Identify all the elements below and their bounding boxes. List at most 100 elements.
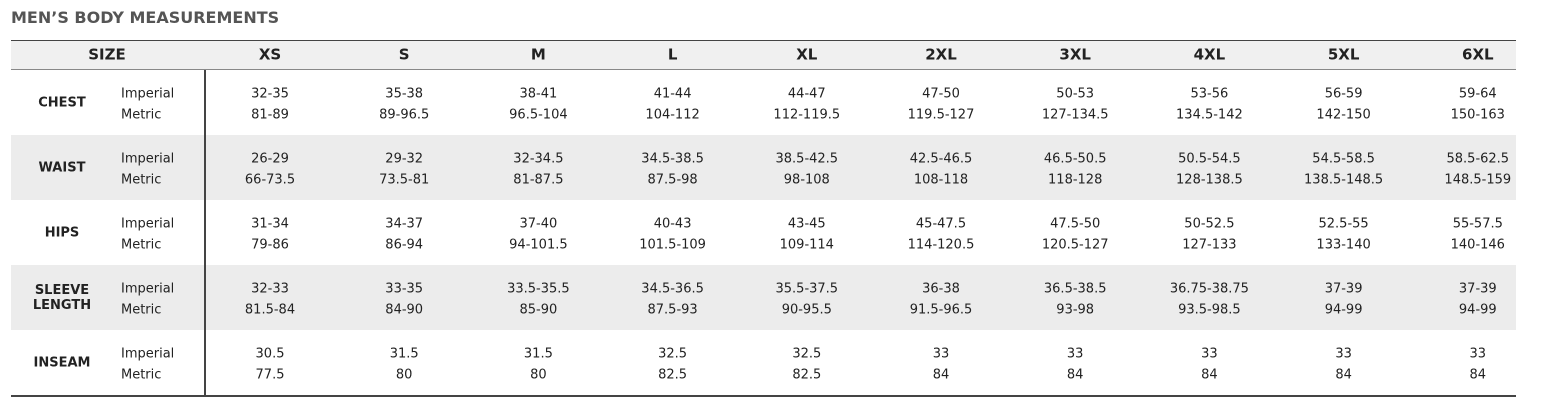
metric-value: 80 — [530, 367, 547, 383]
metric-value: 85-90 — [519, 302, 558, 318]
metric-value: 127-134.5 — [1041, 107, 1109, 123]
unit-label: Imperial — [121, 346, 175, 362]
imperial-value: 38-41 — [519, 86, 558, 102]
unit-label: Imperial — [121, 151, 175, 167]
imperial-value: 50-52.5 — [1184, 216, 1235, 232]
imperial-value: 33 — [932, 346, 950, 362]
imperial-value: 33 — [1469, 346, 1487, 362]
metric-value: 150-163 — [1450, 107, 1505, 123]
size-label: S — [398, 45, 410, 64]
size-label: L — [667, 45, 678, 64]
page-title: MEN’S BODY MEASUREMENTS — [11, 8, 280, 27]
imperial-value: 46.5-50.5 — [1043, 151, 1107, 167]
imperial-value: 34.5-38.5 — [641, 151, 704, 167]
row-background — [11, 135, 1516, 200]
metric-value: 119.5-127 — [907, 107, 975, 123]
metric-value: 81-87.5 — [513, 172, 564, 188]
metric-value: 86-94 — [385, 237, 424, 253]
table-bottom — [11, 395, 1516, 397]
imperial-value: 37-39 — [1458, 281, 1497, 297]
imperial-value: 34-37 — [385, 216, 424, 232]
size-label: 2XL — [925, 45, 957, 64]
metric-value: 127-133 — [1182, 237, 1237, 253]
imperial-value: 36-38 — [922, 281, 960, 297]
measure-label: CHEST — [38, 95, 86, 111]
metric-value: 89-96.5 — [379, 107, 430, 123]
imperial-value: 47-50 — [922, 86, 960, 102]
metric-value: 84 — [1066, 367, 1084, 383]
imperial-value: 54.5-58.5 — [1312, 151, 1375, 167]
measure-label: HIPS — [44, 225, 80, 241]
metric-value: 140-146 — [1450, 237, 1505, 253]
metric-value: 77.5 — [255, 367, 285, 383]
imperial-value: 33 — [1201, 346, 1218, 362]
metric-value: 90-95.5 — [781, 302, 832, 318]
metric-value: 93.5-98.5 — [1178, 302, 1241, 318]
unit-label: Metric — [121, 237, 162, 253]
imperial-value: 34.5-36.5 — [641, 281, 704, 297]
imperial-value: 41-44 — [653, 86, 692, 102]
row-background — [11, 265, 1516, 330]
imperial-value: 45-47.5 — [915, 216, 967, 232]
imperial-value: 29-32 — [385, 151, 424, 167]
metric-value: 87.5-98 — [647, 172, 698, 188]
imperial-value: 35-38 — [385, 86, 424, 102]
metric-value: 82.5 — [792, 367, 822, 383]
imperial-value: 32.5 — [792, 346, 822, 362]
imperial-value: 37-39 — [1324, 281, 1363, 297]
metric-value: 118-128 — [1048, 172, 1103, 188]
metric-value: 128-138.5 — [1176, 172, 1243, 188]
imperial-value: 47.5-50 — [1050, 216, 1101, 232]
imperial-value: 42.5-46.5 — [909, 151, 973, 167]
imperial-value: 38.5-42.5 — [775, 151, 839, 167]
metric-value: 148.5-159 — [1444, 172, 1512, 188]
size-label: 3XL — [1059, 45, 1091, 64]
metric-value: 91.5-96.5 — [909, 302, 973, 318]
divider — [204, 70, 206, 395]
metric-value: 133-140 — [1316, 237, 1371, 253]
imperial-value: 33-35 — [385, 281, 424, 297]
imperial-value: 44-47 — [787, 86, 826, 102]
size-label: 4XL — [1193, 45, 1226, 64]
unit-label: Imperial — [121, 216, 175, 232]
unit-label: Imperial — [121, 281, 175, 297]
imperial-value: 52.5-55 — [1318, 216, 1369, 232]
imperial-value: 50.5-54.5 — [1178, 151, 1241, 167]
metric-value: 81.5-84 — [244, 302, 296, 318]
metric-value: 134.5-142 — [1176, 107, 1243, 123]
metric-value: 82.5 — [658, 367, 688, 383]
metric-value: 66-73.5 — [244, 172, 296, 188]
imperial-value: 32-33 — [251, 281, 289, 297]
metric-value: 112-119.5 — [773, 107, 841, 123]
imperial-value: 32-34.5 — [513, 151, 564, 167]
header-row — [11, 40, 1516, 70]
metric-value: 84 — [1201, 367, 1218, 383]
metric-value: 94-101.5 — [509, 237, 568, 253]
imperial-value: 43-45 — [787, 216, 826, 232]
imperial-value: 33 — [1335, 346, 1352, 362]
unit-label: Metric — [121, 302, 162, 318]
unit-label: Imperial — [121, 86, 175, 102]
metric-value: 98-108 — [783, 172, 830, 188]
metric-value: 84 — [1335, 367, 1352, 383]
metric-value: 87.5-93 — [647, 302, 698, 318]
metric-value: 84 — [932, 367, 950, 383]
metric-value: 104-112 — [645, 107, 700, 123]
metric-value: 96.5-104 — [509, 107, 568, 123]
metric-value: 94-99 — [1458, 302, 1497, 318]
imperial-value: 31-34 — [251, 216, 289, 232]
metric-value: 93-98 — [1056, 302, 1095, 318]
metric-value: 138.5-148.5 — [1304, 172, 1384, 188]
imperial-value: 40-43 — [653, 216, 692, 232]
imperial-value: 31.5 — [389, 346, 419, 362]
measure-label: WAIST — [38, 160, 86, 176]
imperial-value: 56-59 — [1324, 86, 1363, 102]
size-label: XL — [796, 45, 818, 64]
metric-value: 94-99 — [1324, 302, 1363, 318]
unit-label: Metric — [121, 367, 162, 383]
metric-value: 81-89 — [251, 107, 289, 123]
unit-label: Metric — [121, 107, 162, 123]
metric-value: 73.5-81 — [379, 172, 430, 188]
metric-value: 109-114 — [779, 237, 834, 253]
